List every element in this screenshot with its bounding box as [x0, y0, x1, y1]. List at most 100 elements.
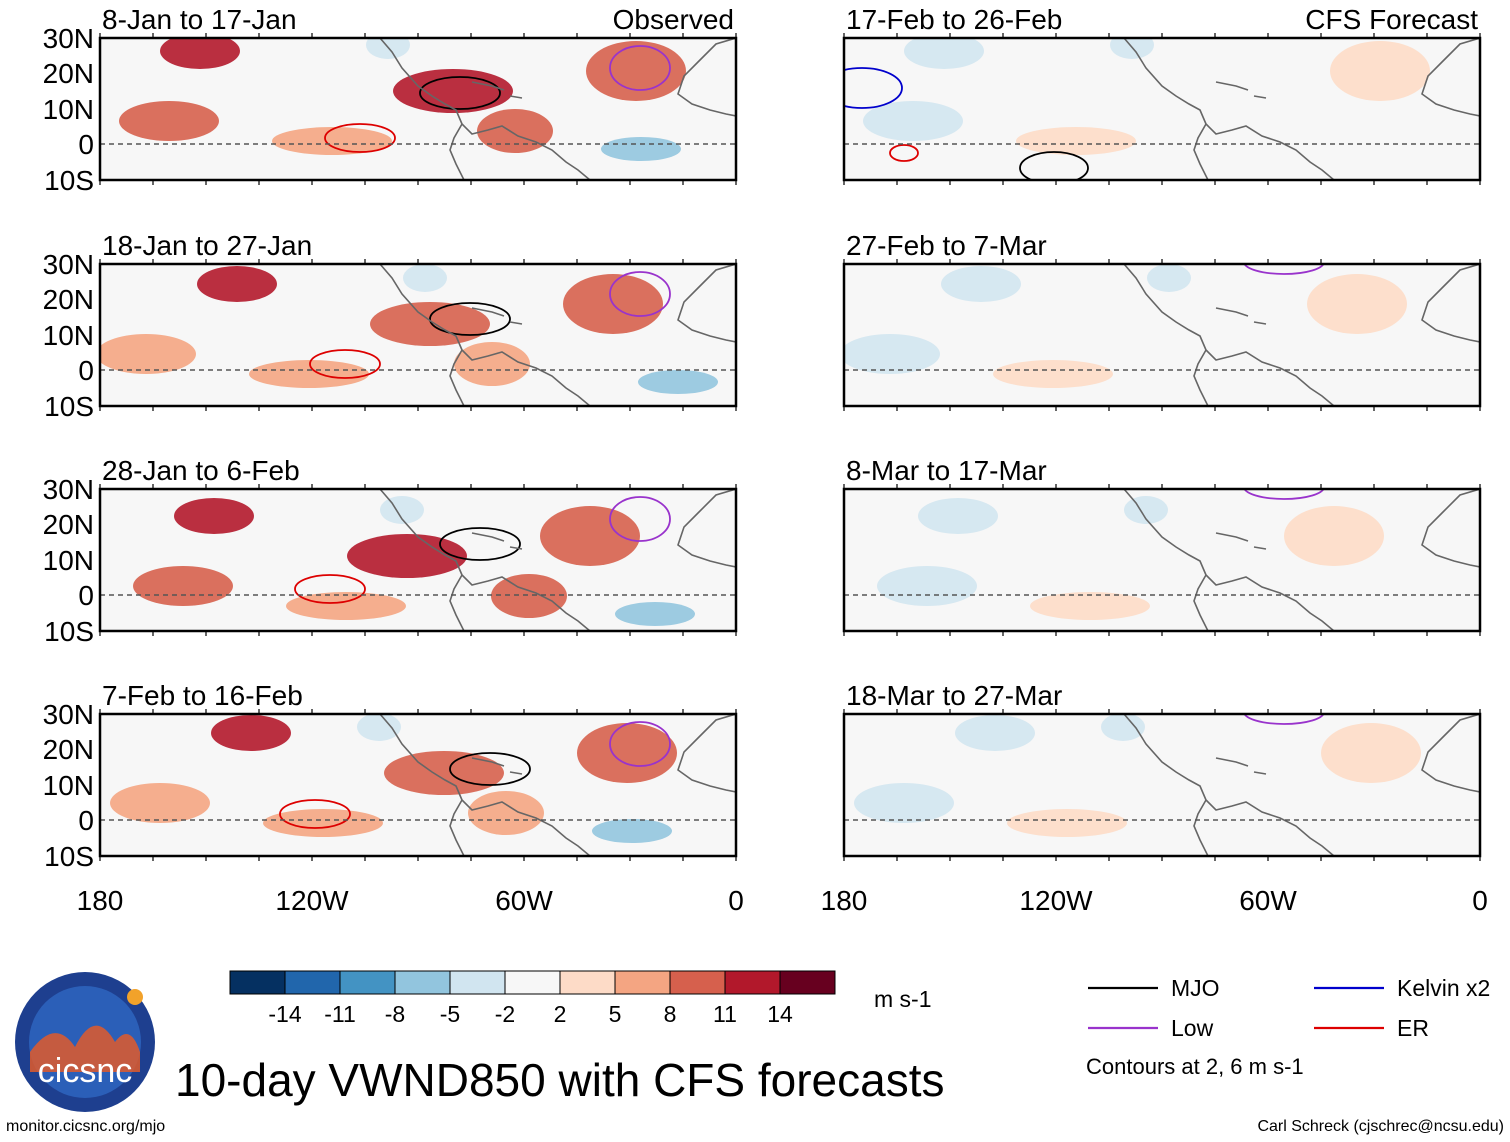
coastline: [449, 574, 465, 631]
cicsnc-logo[interactable]: cicsnc: [15, 972, 155, 1112]
colorbar-swatch: [779, 970, 836, 995]
lon-label: 120W: [275, 885, 349, 916]
wind-anomaly-shading: [904, 38, 984, 69]
panel-0-0: 8-Jan to 17-Jan Observed 30N 20N 10N 0 10S: [43, 4, 738, 196]
mjo-contour: [449, 752, 531, 786]
colorbar-swatch: [724, 970, 781, 995]
coastline: [1421, 38, 1480, 117]
legend-label: Low: [1171, 1015, 1214, 1041]
lon-label: 180: [821, 885, 868, 916]
wind-anomaly-shading: [577, 723, 677, 783]
wind-anomaly-shading: [393, 69, 513, 113]
mjo-contour: [429, 302, 511, 336]
legend-label: Kelvin x2: [1397, 975, 1490, 1001]
wind-anomaly-shading: [1016, 127, 1136, 155]
lon-label: 60W: [1239, 885, 1297, 916]
wind-anomaly-shading: [100, 334, 196, 374]
panel-date-label: 28-Jan to 6-Feb: [102, 455, 300, 486]
wind-anomaly-shading: [160, 38, 240, 69]
low-contour: [609, 496, 671, 542]
wind-anomaly-shading: [272, 127, 392, 155]
shading-layer: [854, 714, 1480, 856]
lat-label: 0: [78, 355, 94, 386]
er-contour: [309, 349, 381, 379]
wind-anomaly-shading: [133, 566, 233, 606]
wind-anomaly-shading: [955, 715, 1035, 751]
coastline: [379, 38, 591, 180]
coastline: [379, 714, 591, 856]
lat-label: 30N: [43, 249, 94, 280]
footer-left-link[interactable]: monitor.cicsnc.org/mjo: [6, 1118, 165, 1135]
mjo-contour: [1019, 151, 1089, 180]
panel-date-label: 8-Mar to 17-Mar: [846, 455, 1047, 486]
panel-1-1: 27-Feb to 7-Mar: [842, 230, 1482, 411]
coastline: [1123, 38, 1335, 180]
wind-anomaly-shading: [1030, 592, 1150, 620]
wind-anomaly-shading: [491, 574, 567, 618]
mjo-contour: [419, 76, 501, 110]
coastline: [379, 264, 591, 406]
shading-layer: [877, 489, 1480, 631]
footer-right-credit: Carl Schreck (cjschrec@ncsu.edu): [1257, 1118, 1504, 1135]
coastline: [1215, 81, 1267, 99]
wind-anomaly-shading: [1284, 506, 1384, 566]
lat-label: 30N: [43, 699, 94, 730]
lat-label: 20N: [43, 734, 94, 765]
lat-label: 0: [78, 805, 94, 836]
wind-anomaly-shading: [119, 101, 219, 141]
lat-label: 10S: [44, 616, 94, 647]
colorbar-tick-label: 14: [767, 1001, 793, 1027]
colorbar-swatch: [669, 970, 726, 995]
wind-anomaly-shading: [601, 137, 681, 161]
low-contour: [609, 45, 671, 91]
colorbar-swatch: [229, 970, 286, 995]
lat-label: 0: [78, 580, 94, 611]
coastline: [471, 81, 523, 99]
wind-anomaly-shading: [877, 566, 977, 606]
colorbar-swatch: [504, 970, 561, 995]
wind-anomaly-shading: [1330, 41, 1430, 101]
coastline: [1421, 264, 1480, 343]
legend: MJO Kelvin x2 Low ER: [1088, 975, 1490, 1041]
colorbar-tick-label: 5: [609, 1001, 622, 1027]
coastline: [1215, 757, 1267, 775]
column-header: CFS Forecast: [1305, 4, 1478, 35]
colorbar-tick-label: -2: [495, 1001, 515, 1027]
wind-anomaly-shading: [197, 266, 277, 302]
wind-anomaly-shading: [211, 715, 291, 751]
low-contour: [609, 271, 671, 317]
lat-label: 30N: [43, 23, 94, 54]
coastline: [1193, 123, 1209, 180]
wind-anomaly-shading: [249, 360, 369, 388]
logo-text: cicsnc: [38, 1052, 132, 1090]
lon-label: 60W: [495, 885, 553, 916]
colorbar-tick-label: -5: [440, 1001, 460, 1027]
wind-anomaly-shading: [263, 809, 383, 837]
lon-label: 0: [728, 885, 744, 916]
coastline: [1123, 714, 1335, 856]
wind-anomaly-shading: [454, 342, 530, 386]
wind-anomaly-shading: [540, 506, 640, 566]
er-contour: [324, 123, 396, 153]
wind-anomaly-shading: [286, 592, 406, 620]
coastline: [1215, 532, 1267, 550]
panel-0-2: 28-Jan to 6-Feb 30N 20N 10N 0 10S: [43, 455, 738, 647]
panel-date-label: 7-Feb to 16-Feb: [102, 680, 303, 711]
coastline: [449, 123, 465, 180]
coastline: [1193, 799, 1209, 856]
wind-anomaly-shading: [1321, 723, 1421, 783]
coastline: [1421, 489, 1480, 568]
lat-label: 30N: [43, 474, 94, 505]
coastline: [1421, 714, 1480, 793]
wind-anomaly-shading: [586, 41, 686, 101]
coastline: [1123, 489, 1335, 631]
coastline: [379, 489, 591, 631]
legend-note: Contours at 2, 6 m s-1: [1086, 1054, 1304, 1079]
panel-date-label: 27-Feb to 7-Mar: [846, 230, 1047, 261]
panel-1-0: 17-Feb to 26-Feb CFS Forecast: [842, 4, 1482, 185]
coastline: [1123, 264, 1335, 406]
coastline: [1193, 574, 1209, 631]
wind-anomaly-shading: [468, 791, 544, 835]
colorbar-tick-label: 8: [664, 1001, 677, 1027]
shading-layer: [119, 38, 736, 180]
